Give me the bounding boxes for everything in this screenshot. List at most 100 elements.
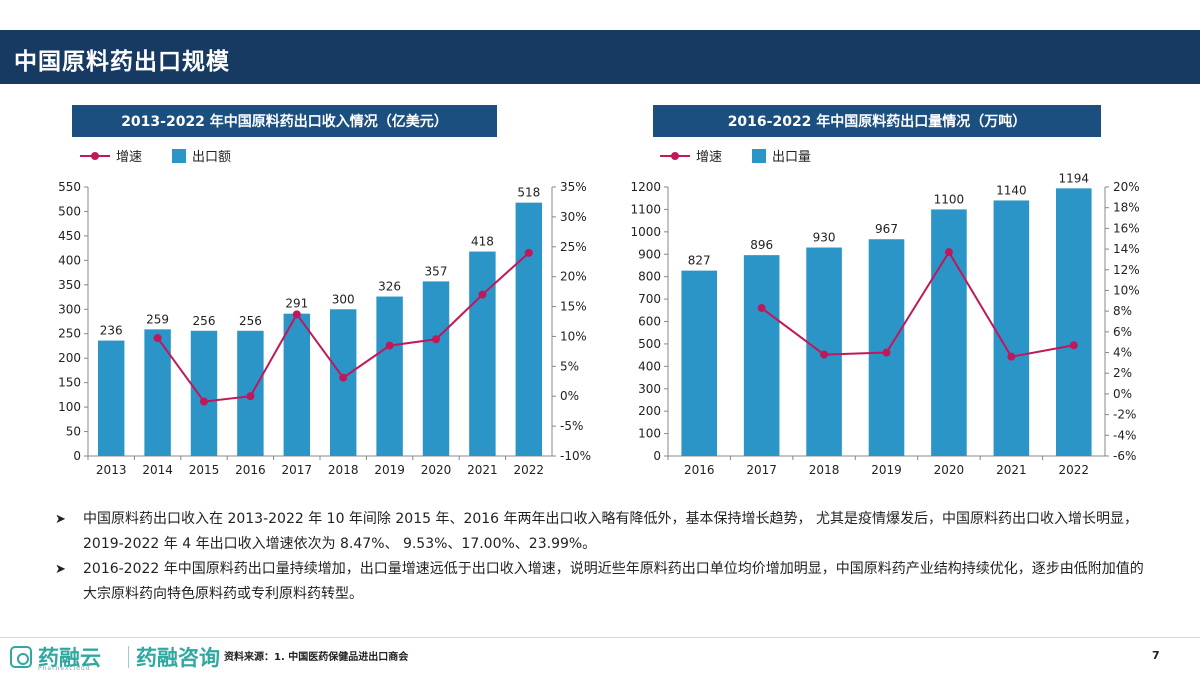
y-left-tick-label: 1200 bbox=[630, 180, 661, 194]
bar bbox=[681, 270, 718, 456]
bar bbox=[144, 329, 171, 456]
bar-value-label: 326 bbox=[378, 280, 401, 294]
y-right-tick-label: 2% bbox=[1113, 366, 1132, 380]
y-left-tick-label: 150 bbox=[58, 376, 81, 390]
legend-line-label: 增速 bbox=[116, 150, 142, 165]
y-left-tick-label: 400 bbox=[58, 253, 81, 267]
bar-value-label: 291 bbox=[285, 297, 308, 311]
bullet-text: 中国原料药出口收入在 2013-2022 年 10 年间除 2015 年、201… bbox=[83, 511, 1138, 552]
growth-rate-point bbox=[944, 248, 953, 257]
y-right-tick-label: -10% bbox=[560, 449, 591, 463]
bar bbox=[469, 251, 496, 456]
x-tick-label: 2013 bbox=[96, 463, 127, 477]
y-right-tick-label: 18% bbox=[1113, 201, 1140, 215]
logo-primary: 药融云 Pharnexcloud bbox=[10, 642, 130, 672]
bar bbox=[422, 281, 450, 456]
bar bbox=[329, 309, 357, 456]
y-left-tick-label: 400 bbox=[638, 359, 661, 373]
summary-bullets: ➤ 中国原料药出口收入在 2013-2022 年 10 年间除 2015 年、2… bbox=[55, 507, 1155, 607]
bar-value-label: 256 bbox=[193, 314, 216, 328]
source-note: 资料来源：1. 中国医药保健品进出口商会 bbox=[224, 652, 409, 663]
logo-primary-sub: Pharnexcloud bbox=[38, 665, 91, 672]
x-tick-label: 2021 bbox=[996, 463, 1027, 477]
y-left-tick-label: 0 bbox=[73, 449, 81, 463]
x-tick-label: 2017 bbox=[282, 463, 313, 477]
growth-rate-point bbox=[385, 341, 394, 350]
x-tick-label: 2016 bbox=[235, 463, 266, 477]
bullet-revenue: ➤ 中国原料药出口收入在 2013-2022 年 10 年间除 2015 年、2… bbox=[55, 507, 1155, 557]
y-right-tick-label: 20% bbox=[560, 270, 587, 284]
growth-rate-point bbox=[432, 335, 440, 344]
bar-value-label: 930 bbox=[813, 231, 836, 245]
y-right-tick-label: 15% bbox=[560, 300, 587, 314]
bullet-text: 2016-2022 年中国原料药出口量持续增加，出口量增速远低于出口收入增速，说… bbox=[83, 561, 1144, 602]
bar-value-label: 1140 bbox=[996, 183, 1027, 197]
y-right-tick-label: 4% bbox=[1113, 346, 1132, 360]
page-number: 7 bbox=[1152, 649, 1160, 662]
bar-value-label: 236 bbox=[100, 324, 123, 338]
growth-rate-point bbox=[757, 304, 766, 313]
y-right-tick-label: 16% bbox=[1113, 221, 1140, 235]
y-right-tick-label: 25% bbox=[560, 240, 587, 254]
y-right-tick-label: 0% bbox=[1113, 387, 1132, 401]
y-right-tick-label: 0% bbox=[560, 389, 579, 403]
y-right-tick-label: 10% bbox=[1113, 283, 1140, 297]
growth-rate-point bbox=[820, 350, 829, 359]
bar-value-label: 827 bbox=[688, 254, 711, 268]
bullet-volume: ➤ 2016-2022 年中国原料药出口量持续增加，出口量增速远低于出口收入增速… bbox=[55, 557, 1155, 607]
y-left-tick-label: 100 bbox=[638, 427, 661, 441]
growth-rate-point bbox=[478, 290, 487, 299]
logo-mark-icon bbox=[10, 646, 32, 668]
x-tick-label: 2019 bbox=[871, 463, 902, 477]
x-tick-label: 2018 bbox=[328, 463, 359, 477]
y-right-tick-label: 6% bbox=[1113, 325, 1132, 339]
y-left-tick-label: 300 bbox=[58, 302, 81, 316]
y-left-tick-label: 200 bbox=[638, 404, 661, 418]
y-left-tick-label: 250 bbox=[58, 327, 81, 341]
legend-bar-label: 出口量 bbox=[772, 150, 811, 165]
bar-value-label: 357 bbox=[425, 264, 448, 278]
x-tick-label: 2014 bbox=[142, 463, 173, 477]
y-right-tick-label: 8% bbox=[1113, 304, 1132, 318]
x-tick-label: 2016 bbox=[684, 463, 715, 477]
x-tick-label: 2022 bbox=[1059, 463, 1090, 477]
growth-rate-point bbox=[200, 397, 208, 406]
bar bbox=[868, 239, 905, 456]
y-left-tick-label: 800 bbox=[638, 270, 661, 284]
bar-value-label: 896 bbox=[750, 238, 773, 252]
y-left-tick-label: 1000 bbox=[630, 225, 661, 239]
bar bbox=[931, 209, 967, 456]
y-right-tick-label: -5% bbox=[560, 419, 583, 433]
y-left-tick-label: 350 bbox=[58, 278, 81, 292]
bar bbox=[376, 296, 403, 456]
growth-rate-point bbox=[524, 248, 533, 257]
page-title: 中国原料药出口规模 bbox=[14, 49, 230, 75]
legend-bar-swatch bbox=[172, 149, 186, 163]
arrow-bullet-icon: ➤ bbox=[55, 512, 66, 527]
y-left-tick-label: 500 bbox=[638, 337, 661, 351]
bar-value-label: 967 bbox=[875, 222, 898, 236]
y-right-tick-label: 10% bbox=[560, 329, 587, 343]
logo-secondary: 药融咨询 bbox=[136, 646, 220, 670]
y-right-tick-label: 12% bbox=[1113, 263, 1140, 277]
y-left-tick-label: 550 bbox=[58, 180, 81, 194]
y-left-tick-label: 500 bbox=[58, 204, 81, 218]
bar-value-label: 300 bbox=[332, 292, 355, 306]
growth-rate-point bbox=[339, 373, 348, 382]
y-right-tick-label: 30% bbox=[560, 210, 587, 224]
y-left-tick-label: 600 bbox=[638, 315, 661, 329]
legend-bar-label: 出口额 bbox=[192, 150, 231, 165]
legend-line-marker bbox=[91, 152, 99, 160]
title-bar: 中国原料药出口规模 bbox=[0, 30, 1200, 84]
x-tick-label: 2021 bbox=[467, 463, 498, 477]
y-left-tick-label: 50 bbox=[66, 425, 81, 439]
bar bbox=[743, 255, 780, 456]
y-left-tick-label: 450 bbox=[58, 229, 81, 243]
y-left-tick-label: 0 bbox=[653, 449, 661, 463]
y-right-tick-label: -4% bbox=[1113, 428, 1136, 442]
bar bbox=[97, 340, 125, 456]
bar-value-label: 259 bbox=[146, 312, 169, 326]
bar-value-label: 518 bbox=[517, 186, 540, 200]
growth-rate-point bbox=[153, 333, 162, 342]
y-right-tick-label: 35% bbox=[560, 180, 587, 194]
